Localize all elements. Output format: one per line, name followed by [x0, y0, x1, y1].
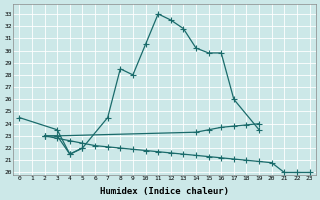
- X-axis label: Humidex (Indice chaleur): Humidex (Indice chaleur): [100, 187, 229, 196]
